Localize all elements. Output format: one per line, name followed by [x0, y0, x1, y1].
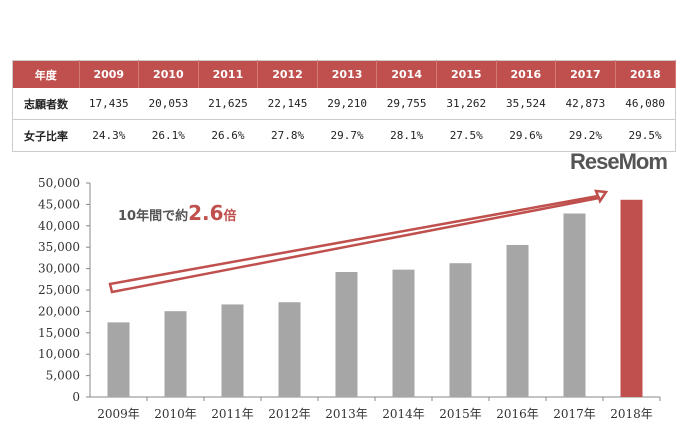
- table-row: 志願者数 17,435 20,053 21,625 22,145 29,210 29,755…: [12, 88, 676, 120]
- header-cell: 2010: [138, 60, 199, 88]
- bar-2016年: [506, 244, 529, 397]
- x-tick-label: 2010年: [154, 407, 197, 421]
- table-cell: 29,210: [317, 88, 377, 120]
- bar-2012年: [278, 302, 301, 397]
- table-cell: 17,435: [79, 88, 139, 120]
- table-cell: 21,625: [198, 88, 258, 120]
- header-cell: 2016: [496, 60, 557, 88]
- table-cell: 29.6%: [496, 119, 556, 152]
- table-cell: 26.1%: [138, 119, 199, 152]
- bar-2009年: [107, 322, 130, 397]
- annotation-value: 2.6: [188, 201, 223, 225]
- table-cell: 27.8%: [257, 119, 318, 152]
- y-tick-label: 5,000: [46, 369, 80, 383]
- table-cell: 29.2%: [555, 119, 616, 152]
- y-tick-label: 40,000: [38, 219, 80, 233]
- bar-2015年: [449, 263, 472, 397]
- table-cell: 42,873: [555, 88, 616, 120]
- row-label: 女子比率: [12, 119, 79, 152]
- y-tick-label: 0: [72, 390, 80, 404]
- table-cell: 27.5%: [436, 119, 497, 152]
- table-cell: 22,145: [257, 88, 318, 120]
- header-cell: 2018: [615, 60, 677, 88]
- table-cell: 29.7%: [317, 119, 377, 152]
- table-cell: 24.3%: [79, 119, 139, 152]
- x-tick-label: 2013年: [325, 407, 368, 421]
- x-tick-label: 2009年: [97, 407, 140, 421]
- header-cell: 年度: [12, 60, 80, 88]
- annotation-prefix: 10年間で約: [118, 208, 188, 224]
- bar-2017年: [563, 213, 586, 397]
- y-tick-label: 35,000: [38, 240, 80, 254]
- y-tick-label: 25,000: [38, 283, 80, 297]
- header-cell: 2009: [79, 60, 140, 88]
- applicants-table: 年度 2009 2010 2011 2012 2013 2014 2015 2016 2017 20…: [12, 60, 677, 152]
- x-tick-label: 2011年: [211, 407, 254, 421]
- table-cell: 46,080: [615, 88, 676, 120]
- y-tick-label: 15,000: [38, 326, 80, 340]
- x-tick-label: 2012年: [268, 407, 311, 421]
- bar-2014年: [392, 269, 415, 397]
- annotation-suffix: 倍: [224, 208, 237, 224]
- x-tick-label: 2017年: [553, 407, 596, 421]
- bar-2011年: [221, 304, 244, 397]
- table-header: 年度 2009 2010 2011 2012 2013 2014 2015 2016 2017 20…: [12, 60, 677, 88]
- header-cell: 2012: [257, 60, 318, 88]
- table-cell: 35,524: [496, 88, 556, 120]
- header-cell: 2011: [198, 60, 259, 88]
- y-tick-label: 50,000: [38, 176, 80, 190]
- table-cell: 29,755: [376, 88, 437, 120]
- resemom-logo: ReseMom: [570, 149, 668, 174]
- row-label: 志願者数: [12, 88, 79, 120]
- bar-2013年: [335, 271, 358, 397]
- growth-arrow: [108, 189, 609, 294]
- table-cell: 26.6%: [198, 119, 258, 152]
- header-cell: 2013: [317, 60, 378, 88]
- x-tick-label: 2016年: [496, 407, 539, 421]
- bar-2010年: [164, 311, 187, 397]
- y-tick-label: 30,000: [38, 262, 80, 276]
- y-tick-label: 45,000: [38, 197, 80, 211]
- x-tick-label: 2015年: [439, 407, 482, 421]
- x-tick-label: 2018年: [610, 407, 653, 421]
- header-cell: 2015: [436, 60, 497, 88]
- y-tick-label: 10,000: [38, 347, 80, 361]
- table-cell: 29.5%: [615, 119, 676, 152]
- table-row: 女子比率 24.3% 26.1% 26.6% 27.8% 29.7% 28.1% 27.5% 2…: [12, 119, 676, 152]
- growth-annotation: 10年間で約2.6倍: [118, 201, 237, 225]
- y-tick-label: 20,000: [38, 304, 80, 318]
- header-cell: 2014: [376, 60, 437, 88]
- header-cell: 2017: [555, 60, 616, 88]
- bar-2018年: [620, 199, 643, 397]
- x-tick-label: 2014年: [382, 407, 425, 421]
- table-cell: 28.1%: [376, 119, 437, 152]
- table-cell: 20,053: [138, 88, 199, 120]
- table-cell: 31,262: [436, 88, 497, 120]
